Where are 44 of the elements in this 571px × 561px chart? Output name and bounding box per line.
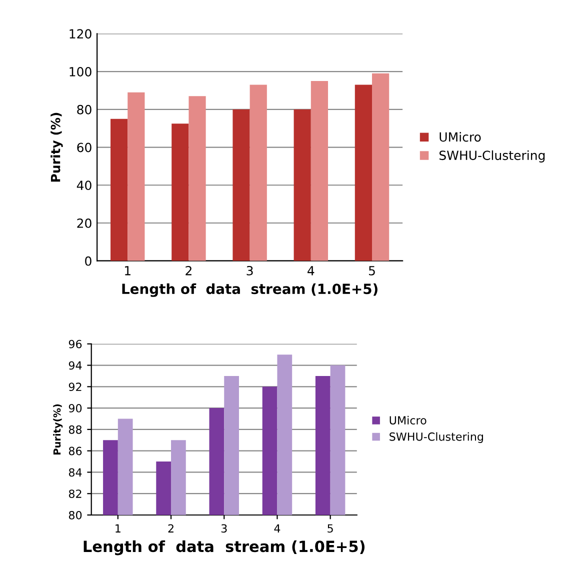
y-tick-label: 40 <box>76 180 92 190</box>
bar <box>188 96 206 261</box>
y-axis-title: Purity (%) <box>50 112 63 182</box>
x-tick-label: 1 <box>116 524 120 532</box>
x-tick-label: 3 <box>246 266 253 276</box>
bar <box>354 84 372 261</box>
x-tick-label: 5 <box>368 266 375 276</box>
x-tick-label: 1 <box>125 266 130 276</box>
bar <box>128 92 145 261</box>
y-tick-label: 92 <box>68 382 82 392</box>
x-axis-title: Length of data stream (1.0E+5) <box>84 540 365 556</box>
y-tick-label: 82 <box>68 490 82 498</box>
bar <box>294 109 311 261</box>
bar <box>110 118 128 261</box>
y-axis-title: Purity(%) <box>53 404 63 454</box>
bar <box>232 109 250 261</box>
bar <box>372 73 390 261</box>
x-tick-label: 2 <box>186 266 192 276</box>
y-tick-label: 96 <box>68 340 82 348</box>
x-tick-label: 5 <box>328 524 333 533</box>
bar <box>310 80 328 261</box>
y-tick-label: 20 <box>77 218 92 228</box>
legend-label: UMicro <box>390 416 426 425</box>
x-tick-label: 3 <box>221 524 227 533</box>
bar <box>172 124 189 261</box>
x-tick-label: 2 <box>168 524 174 532</box>
x-tick-label: 4 <box>274 524 280 532</box>
legend-label: UMicro <box>440 132 481 142</box>
y-tick-label: 0 <box>85 256 92 266</box>
legend-label: SWHU-Clustering <box>390 432 483 443</box>
y-tick-label: 120 <box>70 29 92 39</box>
y-tick-label: 88 <box>68 425 82 434</box>
y-tick-label: 60 <box>77 142 92 152</box>
y-tick-label: 94 <box>68 361 82 370</box>
y-tick-label: 90 <box>68 404 82 412</box>
y-tick-label: 80 <box>68 510 82 520</box>
y-tick-label: 80 <box>77 104 92 114</box>
y-tick-label: 100 <box>70 67 92 76</box>
x-tick-label: 4 <box>308 266 314 276</box>
y-tick-label: 86 <box>68 446 82 456</box>
bar <box>250 84 267 261</box>
x-axis-title: Length of data stream (1.0E+5) <box>122 283 378 297</box>
legend-label: SWHU-Clustering <box>439 150 545 162</box>
y-tick-label: 84 <box>68 468 82 477</box>
